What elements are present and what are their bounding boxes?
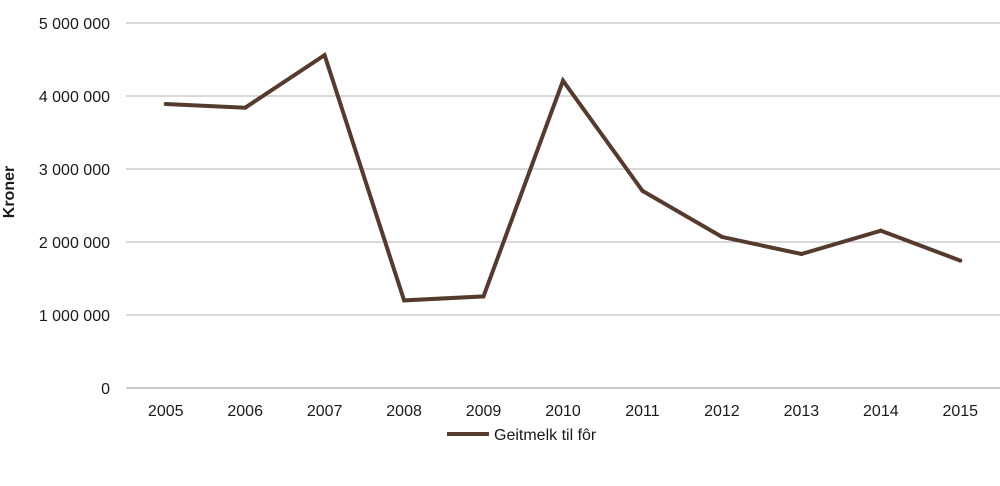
- x-tick-label: 2005: [148, 403, 184, 420]
- data-point: [640, 188, 645, 193]
- y-tick-label: 2 000 000: [39, 235, 110, 252]
- data-point: [481, 294, 486, 299]
- data-point: [163, 102, 168, 107]
- x-tick-label: 2010: [545, 403, 581, 420]
- y-axis-tick-labels: 0 1 000 000 2 000 000 3 000 000 4 000 000 5 0…: [39, 16, 110, 398]
- legend-label: Geitmelk til fôr: [494, 427, 597, 444]
- series-lines: [163, 51, 963, 303]
- y-tick-label: 3 000 000: [39, 162, 110, 179]
- series-line: [165, 51, 962, 303]
- data-point: [958, 258, 963, 263]
- data-point: [561, 78, 565, 83]
- data-point: [878, 228, 883, 233]
- y-tick-label: 1 000 000: [39, 308, 110, 325]
- y-tick-label: 0: [101, 381, 110, 398]
- x-axis-tick-labels: 2005 2006 2007 2008 2009 2010 2011 2012 2013 2014…: [148, 403, 978, 420]
- x-tick-label: 2009: [466, 403, 502, 420]
- x-tick-label: 2006: [227, 403, 263, 420]
- x-tick-label: 2007: [307, 403, 343, 420]
- y-tick-label: 5 000 000: [39, 16, 110, 33]
- data-point: [322, 53, 327, 58]
- y-tick-label: 4 000 000: [39, 89, 110, 106]
- data-point: [799, 252, 804, 257]
- x-tick-label: 2012: [704, 403, 740, 420]
- x-tick-label: 2008: [386, 403, 422, 420]
- legend: Geitmelk til fôr: [447, 427, 597, 444]
- x-tick-label: 2013: [784, 403, 820, 420]
- data-point: [243, 105, 248, 110]
- x-tick-label: 2011: [625, 403, 660, 420]
- x-tick-label: 2015: [942, 403, 978, 420]
- y-axis-label: Kroner: [1, 166, 18, 218]
- x-tick-label: 2014: [863, 403, 899, 420]
- gridlines: [126, 22, 1000, 316]
- data-point: [402, 298, 407, 303]
- data-point: [719, 234, 724, 239]
